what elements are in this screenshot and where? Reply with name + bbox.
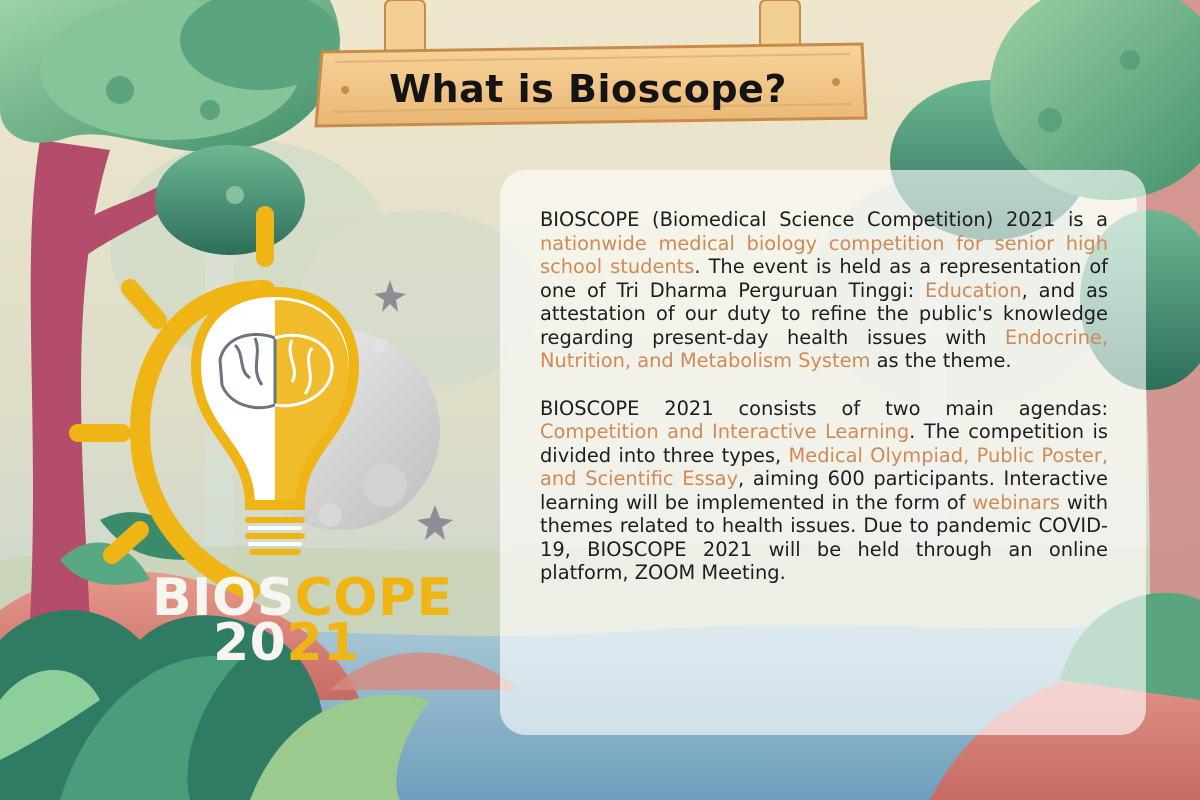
body-text: . The competition is divided into three … xyxy=(540,420,1108,467)
body-text: BIOSCOPE 2021 consists of two main agend… xyxy=(540,396,1108,420)
description-paragraph-2: BIOSCOPE 2021 consists of two main agend… xyxy=(540,397,1108,585)
bioscope-logo xyxy=(69,206,453,600)
body-text: , and as attestation of our duty to refi… xyxy=(540,278,1108,349)
highlight-text: Competition and Interactive Learning xyxy=(540,420,910,443)
logo-year: 2021 xyxy=(213,613,360,673)
logo-year-white: 20 xyxy=(213,613,287,673)
body-text: as the theme. xyxy=(870,349,1012,372)
body-text: . The event is held as a representation … xyxy=(540,255,1109,302)
body-text: with themes related to health issues. Du… xyxy=(540,490,1108,585)
highlight-text: Education xyxy=(925,278,1022,302)
info-panel: BIOSCOPE (Biomedical Science Competition… xyxy=(500,170,1146,735)
logo-year-yellow: 21 xyxy=(286,613,360,673)
logo-word-white: BIOS xyxy=(152,568,295,628)
body-text: , aiming 600 participants. Interactive l… xyxy=(540,467,1108,514)
body-text: BIOSCOPE (Biomedical Science Competition… xyxy=(540,208,1108,231)
highlight-text: Endocrine, Nutrition, and Metabolism Sys… xyxy=(540,325,1108,373)
sign-title: What is Bioscope? xyxy=(389,67,787,111)
foreground-foliage xyxy=(0,512,430,800)
highlight-text: webinars xyxy=(972,490,1061,514)
logo-word-yellow: COPE xyxy=(294,568,453,628)
logo-wordmark: BIOSCOPE xyxy=(152,568,453,628)
wooden-sign xyxy=(314,0,868,128)
highlight-text: Medical Olympiad, Public Poster, and Sci… xyxy=(540,443,1108,491)
highlight-text: nationwide medical biology competition f… xyxy=(540,231,1108,279)
left-tree xyxy=(0,0,340,620)
description-paragraph-1: BIOSCOPE (Biomedical Science Competition… xyxy=(540,208,1108,373)
